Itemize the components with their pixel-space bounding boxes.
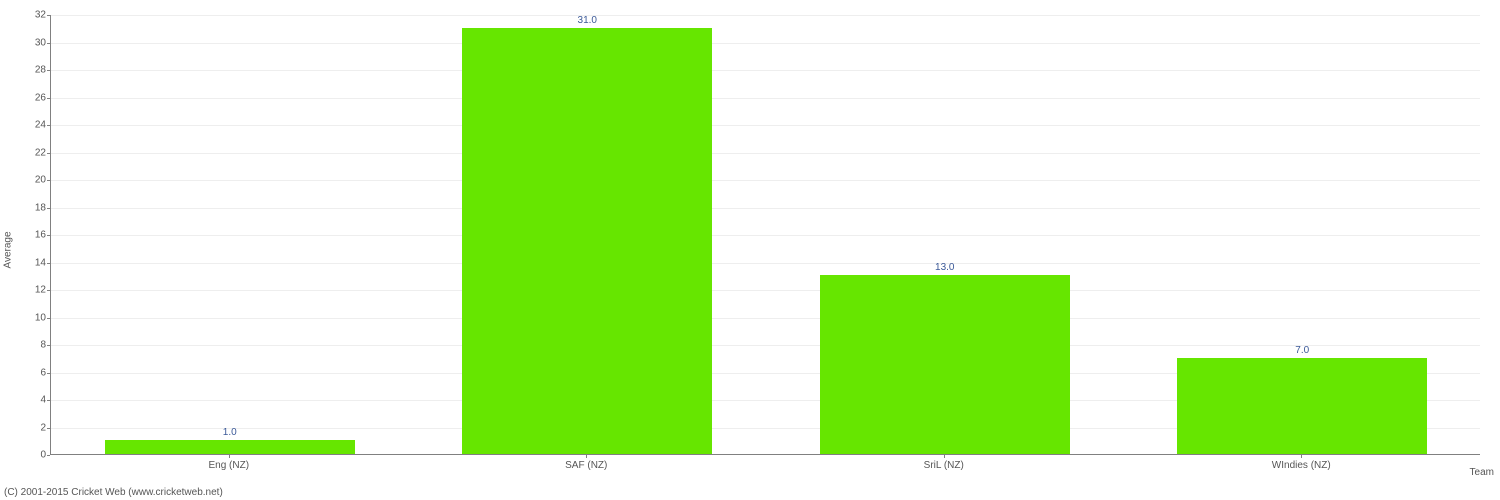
y-tick-mark [47, 153, 50, 154]
gridline [51, 153, 1480, 154]
gridline [51, 235, 1480, 236]
y-tick-label: 28 [6, 65, 46, 76]
y-tick-mark [47, 400, 50, 401]
x-axis-title: Team [1470, 467, 1494, 478]
y-tick-mark [47, 70, 50, 71]
bar [820, 275, 1070, 454]
bar-value-label: 1.0 [223, 427, 237, 438]
y-tick-label: 0 [6, 450, 46, 461]
y-tick-mark [47, 455, 50, 456]
y-tick-mark [47, 180, 50, 181]
plot-area: 1.0 31.0 13.0 7.0 [50, 15, 1480, 455]
y-tick-label: 16 [6, 230, 46, 241]
bar-value-label: 31.0 [578, 15, 597, 26]
gridline [51, 318, 1480, 319]
y-tick-label: 18 [6, 202, 46, 213]
y-tick-label: 24 [6, 120, 46, 131]
y-tick-label: 4 [6, 395, 46, 406]
y-tick-mark [47, 373, 50, 374]
gridline [51, 125, 1480, 126]
bar-value-label: 7.0 [1295, 345, 1309, 356]
gridline [51, 263, 1480, 264]
y-tick-mark [47, 125, 50, 126]
footer-text: (C) 2001-2015 Cricket Web (www.cricketwe… [4, 487, 223, 498]
bar [105, 440, 355, 454]
gridline [51, 208, 1480, 209]
y-tick-mark [47, 290, 50, 291]
x-tick-mark [229, 455, 230, 458]
y-tick-label: 20 [6, 175, 46, 186]
y-tick-label: 12 [6, 285, 46, 296]
bar [1177, 358, 1427, 454]
x-tick-mark [1301, 455, 1302, 458]
y-tick-label: 30 [6, 37, 46, 48]
y-tick-label: 10 [6, 312, 46, 323]
y-tick-label: 14 [6, 257, 46, 268]
x-tick-mark [586, 455, 587, 458]
gridline [51, 15, 1480, 16]
y-tick-label: 26 [6, 92, 46, 103]
y-tick-label: 22 [6, 147, 46, 158]
gridline [51, 345, 1480, 346]
x-tick-label: SriL (NZ) [924, 460, 964, 471]
bar-value-label: 13.0 [935, 262, 954, 273]
y-tick-mark [47, 345, 50, 346]
y-tick-mark [47, 208, 50, 209]
x-tick-mark [944, 455, 945, 458]
y-tick-label: 2 [6, 422, 46, 433]
x-tick-label: WIndies (NZ) [1272, 460, 1331, 471]
gridline [51, 98, 1480, 99]
gridline [51, 43, 1480, 44]
y-tick-mark [47, 318, 50, 319]
y-tick-mark [47, 98, 50, 99]
x-tick-label: SAF (NZ) [565, 460, 607, 471]
y-tick-mark [47, 235, 50, 236]
gridline [51, 290, 1480, 291]
gridline [51, 70, 1480, 71]
y-tick-mark [47, 428, 50, 429]
y-tick-label: 8 [6, 340, 46, 351]
y-tick-mark [47, 263, 50, 264]
y-tick-mark [47, 15, 50, 16]
chart-container: Average Team 1.031.013.07.0 (C) 2001-201… [0, 0, 1500, 500]
bar [462, 28, 712, 454]
y-tick-mark [47, 43, 50, 44]
gridline [51, 180, 1480, 181]
x-tick-label: Eng (NZ) [208, 460, 249, 471]
y-tick-label: 32 [6, 10, 46, 21]
y-tick-label: 6 [6, 367, 46, 378]
